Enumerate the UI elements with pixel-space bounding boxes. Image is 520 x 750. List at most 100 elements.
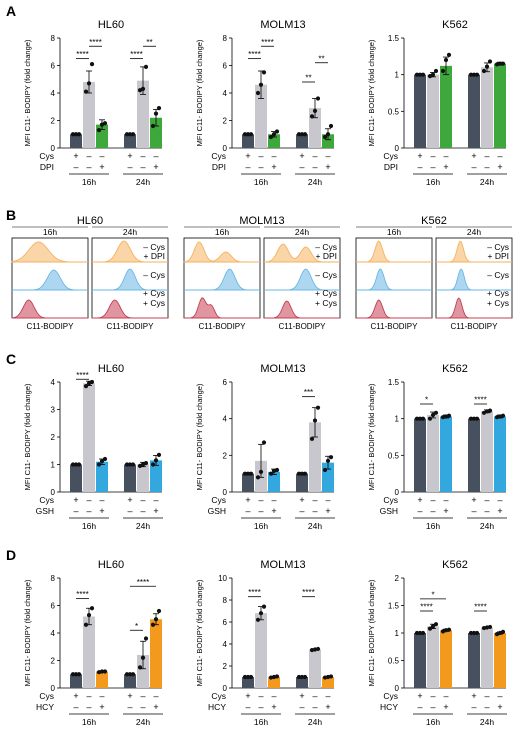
cys-mark: – [497, 495, 502, 505]
time-label: 24h [308, 177, 322, 187]
bar [268, 677, 280, 688]
treatment-mark: – [127, 702, 132, 712]
data-point [420, 72, 426, 77]
significance-label: **** [76, 50, 88, 59]
cys-mark: + [73, 151, 78, 161]
cys-row-label: Cys [211, 151, 226, 161]
y-tick-label: 2 [223, 662, 228, 671]
flow-legend-label: + Cys [143, 288, 165, 298]
data-point [299, 132, 305, 137]
data-point [153, 111, 159, 116]
y-tick-label: 0 [395, 684, 400, 693]
data-point [500, 413, 506, 418]
chart-title: K562 [442, 559, 468, 571]
treatment-mark: – [86, 506, 91, 516]
data-point [322, 467, 328, 473]
data-point [143, 461, 149, 466]
histogram-curve [436, 240, 512, 263]
y-tick-label: 2 [395, 574, 400, 583]
flow-legend-label: + Cys [487, 288, 509, 298]
significance-label: * [135, 622, 138, 631]
data-point [261, 70, 267, 75]
treatment-mark: – [140, 506, 145, 516]
treatment-row-label: GSH [380, 506, 398, 516]
data-point [140, 86, 146, 91]
data-point [70, 672, 76, 677]
data-point [255, 617, 261, 622]
bar [242, 473, 254, 492]
data-point [248, 132, 254, 137]
cys-mark: + [73, 691, 78, 701]
data-point [468, 72, 474, 77]
chart-a-k562: K562 MFI C11- BODIPY (fold change) 0 0.5 1 1.… [367, 19, 507, 187]
treatment-row-label: DPI [40, 162, 54, 172]
y-tick-label: 0 [51, 488, 56, 497]
panel-label-b: B [6, 207, 16, 223]
cys-mark: – [86, 691, 91, 701]
data-point [325, 458, 331, 463]
treatment-mark: – [127, 506, 132, 516]
flow-time-label: 24h [295, 227, 309, 237]
time-label: 16h [82, 521, 96, 531]
y-axis-label: MFI C11- BODIPY (fold change) [195, 39, 204, 146]
bar [83, 383, 95, 492]
cys-mark: – [312, 151, 317, 161]
treatment-mark: – [73, 162, 78, 172]
time-label: 16h [82, 717, 96, 727]
y-axis-label: MFI C11- BODIPY (fold change) [23, 383, 32, 490]
data-point [487, 59, 493, 64]
data-point [296, 132, 302, 137]
treatment-mark: – [471, 506, 476, 516]
treatment-mark: – [484, 162, 489, 172]
data-point [414, 630, 420, 636]
data-point [468, 416, 474, 421]
cys-mark: + [417, 151, 422, 161]
cys-mark: – [430, 691, 435, 701]
bar [468, 74, 480, 148]
data-point [143, 636, 149, 641]
treatment-mark: – [258, 162, 263, 172]
histogram-curve [356, 240, 432, 263]
data-point [86, 613, 92, 618]
cys-mark: – [497, 691, 502, 701]
bar [70, 674, 82, 688]
time-label: 16h [254, 177, 268, 187]
y-tick-label: 4 [223, 640, 228, 649]
cys-mark: + [471, 495, 476, 505]
flow-legend-label: + DPI [488, 251, 510, 261]
y-tick-label: 4 [51, 378, 56, 387]
data-point [268, 471, 274, 476]
y-tick-label: 6 [51, 602, 56, 611]
data-point [130, 462, 136, 467]
cys-mark: – [258, 151, 263, 161]
flow-legend-label: + Cys [315, 288, 337, 298]
bar [468, 418, 480, 492]
bar [440, 416, 452, 492]
bar [268, 471, 280, 492]
significance-label: **** [420, 603, 432, 612]
bar [481, 627, 493, 688]
data-point [143, 64, 149, 69]
treatment-row-label: HCY [36, 702, 54, 712]
data-point [102, 121, 108, 126]
data-point [140, 655, 146, 660]
y-tick-label: 0.5 [388, 451, 400, 460]
significance-label: **** [89, 38, 101, 47]
chart-a-molm13: MOLM13 MFI C11- BODIPY (fold change) 0 2 4 6 8… [195, 19, 335, 187]
treatment-mark: – [417, 702, 422, 712]
data-point [433, 622, 439, 627]
cys-mark: + [299, 691, 304, 701]
chart-title: MOLM13 [260, 363, 305, 375]
cys-mark: – [86, 495, 91, 505]
data-point [468, 630, 474, 636]
bar [414, 74, 426, 148]
data-point [89, 379, 95, 385]
y-tick-label: 6 [51, 62, 56, 71]
y-tick-label: 6 [223, 62, 228, 71]
flow-cell-title: MOLM13 [239, 215, 284, 227]
flow-x-label: C11-BODIPY [107, 322, 155, 331]
